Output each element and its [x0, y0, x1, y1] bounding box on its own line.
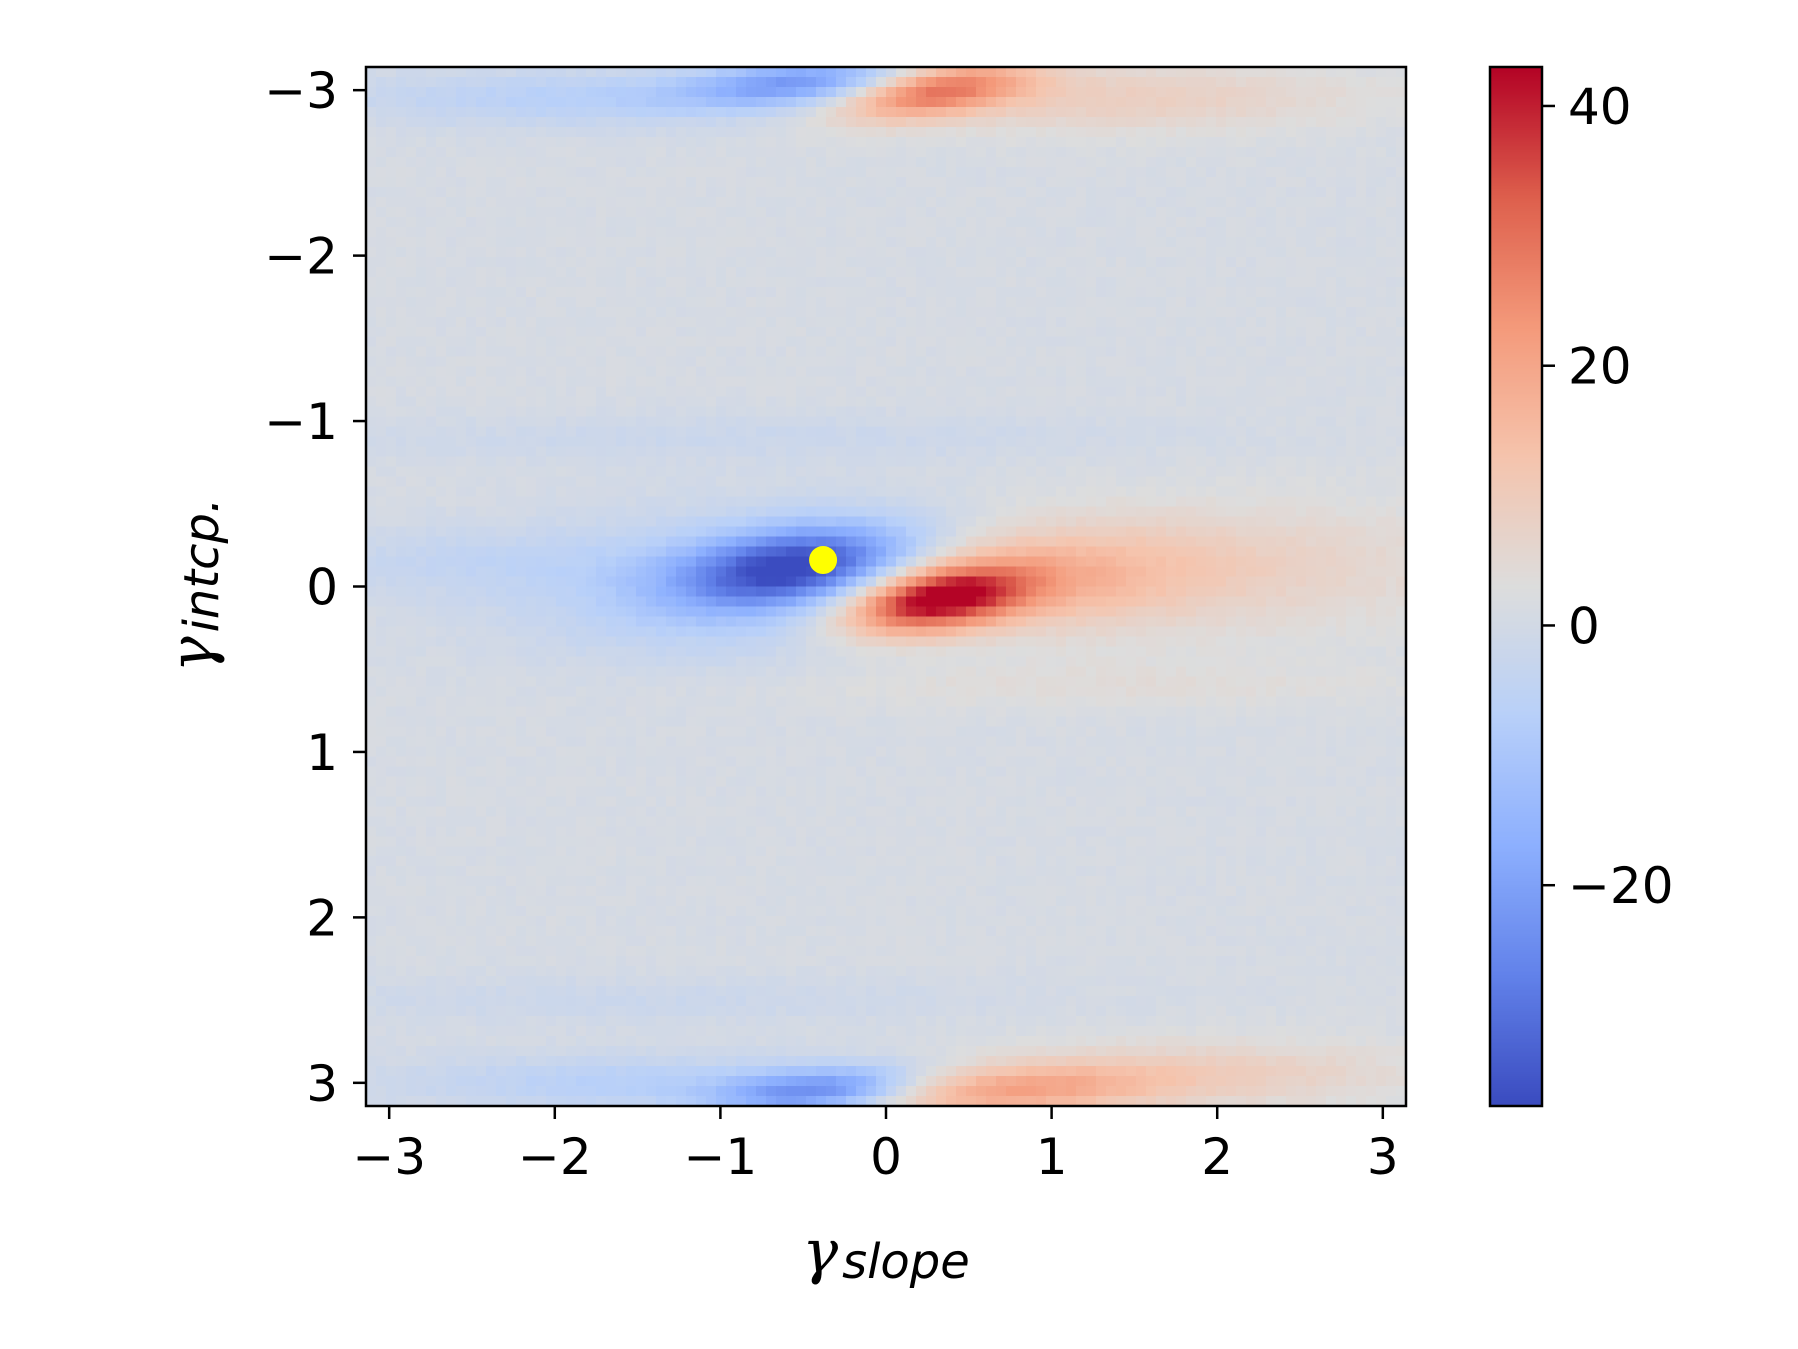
- x-tick-label: 2: [1201, 1128, 1233, 1186]
- x-tick-label: 1: [1036, 1128, 1068, 1186]
- x-tick-label: −3: [352, 1128, 426, 1186]
- plot-frame: [364, 65, 1544, 1108]
- x-tick-label: −1: [684, 1128, 758, 1186]
- y-tick-label: 3: [306, 1055, 338, 1113]
- heatmap-image: [366, 67, 1406, 1106]
- x-axis-ticks: −3 −2 −1 0 1 2 3: [352, 1106, 1399, 1186]
- y-tick-label: 1: [306, 724, 338, 782]
- colorbar-tick-label: 0: [1568, 597, 1600, 655]
- x-axis-label: γslope: [802, 1217, 970, 1290]
- highlight-marker: [809, 546, 838, 575]
- colorbar-tick-label: −20: [1568, 857, 1674, 915]
- plot-border: [364, 65, 1408, 1108]
- y-tick-label: −3: [264, 62, 338, 120]
- colorbar-ticks: 40 20 0 −20: [1542, 78, 1674, 915]
- y-tick-label: −2: [264, 228, 338, 286]
- x-tick-label: −2: [518, 1128, 592, 1186]
- y-tick-label: −1: [264, 393, 338, 451]
- y-axis-label: γintcp.: [157, 498, 230, 673]
- y-tick-label: 0: [306, 559, 338, 617]
- colorbar-gradient: [1490, 67, 1542, 1106]
- colorbar-border: [1488, 65, 1544, 1108]
- marker-layer: [809, 546, 838, 575]
- colorbar-tick-label: 40: [1568, 78, 1632, 136]
- y-axis-ticks: −3 −2 −1 0 1 2 3: [264, 62, 366, 1113]
- colorbar-tick-label: 20: [1568, 338, 1632, 396]
- x-tick-label: 3: [1367, 1128, 1399, 1186]
- y-tick-label: 2: [306, 889, 338, 947]
- x-tick-label: 0: [870, 1128, 902, 1186]
